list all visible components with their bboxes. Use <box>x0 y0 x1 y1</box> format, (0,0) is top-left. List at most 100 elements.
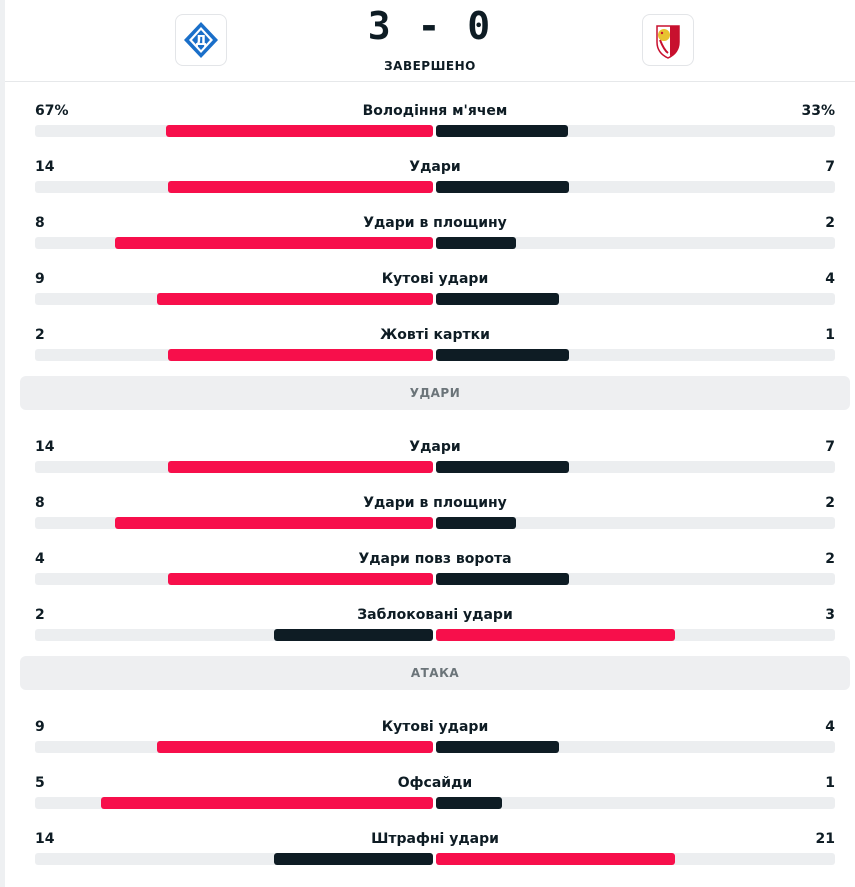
away-stat-bar <box>436 125 568 137</box>
home-stat-value: 4 <box>35 551 45 567</box>
stat-label: Офсайди <box>397 775 473 791</box>
stat-row: 5 Офсайди 1 <box>20 762 850 818</box>
away-stat-value: 2 <box>825 495 835 511</box>
stat-row: 14 Удари 7 <box>20 146 850 202</box>
stat-label: Удари в площину <box>363 495 507 511</box>
home-stat-track <box>35 125 433 137</box>
away-stat-bar <box>436 629 676 641</box>
home-stat-value: 8 <box>35 495 45 511</box>
away-stat-track <box>436 797 835 809</box>
left-border <box>0 0 5 887</box>
home-stat-bar <box>157 741 433 753</box>
stat-label: Удари <box>409 159 461 175</box>
home-stat-value: 9 <box>35 271 45 287</box>
away-stat-track <box>436 349 835 361</box>
home-stat-track <box>35 797 433 809</box>
away-stat-value: 21 <box>815 831 835 847</box>
section-header: УДАРИ <box>20 376 850 410</box>
away-stat-value: 33% <box>801 103 835 119</box>
stat-row: 9 Кутові удари 4 <box>20 258 850 314</box>
match-header: Д 3 - 0 ЗАВЕРШЕНО <box>5 0 855 82</box>
away-stat-bar <box>436 293 559 305</box>
home-team-logo[interactable]: Д <box>175 14 227 66</box>
away-stat-value: 4 <box>825 719 835 735</box>
away-stat-track <box>436 237 835 249</box>
stat-row: 8 Удари в площину 2 <box>20 482 850 538</box>
away-stat-track <box>436 293 835 305</box>
home-stat-track <box>35 293 433 305</box>
away-stat-bar <box>436 181 569 193</box>
away-stat-track <box>436 517 835 529</box>
away-team-logo[interactable] <box>642 14 694 66</box>
away-stat-bar <box>436 573 569 585</box>
home-stat-bar <box>114 517 433 529</box>
section-header: АТАКА <box>20 656 850 690</box>
away-stat-value: 2 <box>825 215 835 231</box>
home-stat-bar <box>273 629 433 641</box>
home-stat-bar <box>114 237 433 249</box>
away-stat-track <box>436 629 835 641</box>
away-stat-value: 7 <box>825 159 835 175</box>
away-stat-track <box>436 573 835 585</box>
stat-row: 9 Кутові удари 4 <box>20 706 850 762</box>
stat-label: Жовті картки <box>380 327 490 343</box>
dynamo-kyiv-crest-icon: Д <box>184 22 218 58</box>
home-stat-value: 14 <box>35 439 55 455</box>
home-stat-value: 5 <box>35 775 45 791</box>
home-stat-bar <box>167 573 433 585</box>
away-stat-track <box>436 125 835 137</box>
away-stat-bar <box>436 237 516 249</box>
stat-label: Удари повз ворота <box>358 551 512 567</box>
stat-label: Удари <box>409 439 461 455</box>
stat-row: 14 Удари 7 <box>20 426 850 482</box>
home-stat-track <box>35 181 433 193</box>
home-stat-track <box>35 629 433 641</box>
stat-label: Кутові удари <box>381 271 489 287</box>
home-stat-bar <box>101 797 433 809</box>
away-stat-value: 1 <box>825 327 835 343</box>
away-stat-bar <box>436 741 559 753</box>
home-stat-value: 2 <box>35 327 45 343</box>
home-stat-bar <box>167 349 433 361</box>
away-stat-value: 2 <box>825 551 835 567</box>
stat-row: 14 Штрафні удари 21 <box>20 818 850 874</box>
home-stat-value: 9 <box>35 719 45 735</box>
away-stat-track <box>436 741 835 753</box>
home-stat-bar <box>167 181 433 193</box>
home-stat-track <box>35 349 433 361</box>
stat-label: Удари в площину <box>363 215 507 231</box>
home-stat-value: 14 <box>35 159 55 175</box>
away-stat-bar <box>436 797 503 809</box>
home-stat-track <box>35 853 433 865</box>
svg-text:Д: Д <box>195 34 207 49</box>
match-status: ЗАВЕРШЕНО <box>384 59 476 73</box>
away-stat-bar <box>436 853 676 865</box>
home-stat-value: 8 <box>35 215 45 231</box>
match-statistics: 67% Володіння м'ячем 33% 14 Удари 7 8 Удари в п… <box>20 90 850 874</box>
home-stat-value: 67% <box>35 103 69 119</box>
away-stat-value: 4 <box>825 271 835 287</box>
away-stat-value: 1 <box>825 775 835 791</box>
opponent-crest-icon <box>656 25 680 59</box>
home-stat-bar <box>157 293 433 305</box>
away-stat-bar <box>436 461 569 473</box>
match-score: 3 - 0 <box>367 4 493 48</box>
stat-row: 4 Удари повз ворота 2 <box>20 538 850 594</box>
stat-row: 67% Володіння м'ячем 33% <box>20 90 850 146</box>
home-stat-bar <box>166 125 433 137</box>
stat-row: 8 Удари в площину 2 <box>20 202 850 258</box>
away-stat-bar <box>436 517 516 529</box>
stat-row: 2 Заблоковані удари 3 <box>20 594 850 650</box>
stat-row: 2 Жовті картки 1 <box>20 314 850 370</box>
away-stat-bar <box>436 349 569 361</box>
home-stat-track <box>35 573 433 585</box>
stat-label: Штрафні удари <box>371 831 499 847</box>
home-stat-track <box>35 741 433 753</box>
home-stat-value: 2 <box>35 607 45 623</box>
stat-label: Володіння м'ячем <box>362 103 508 119</box>
away-stat-value: 3 <box>825 607 835 623</box>
stat-label: Заблоковані удари <box>357 607 513 623</box>
home-stat-track <box>35 237 433 249</box>
away-stat-track <box>436 853 835 865</box>
away-stat-track <box>436 461 835 473</box>
